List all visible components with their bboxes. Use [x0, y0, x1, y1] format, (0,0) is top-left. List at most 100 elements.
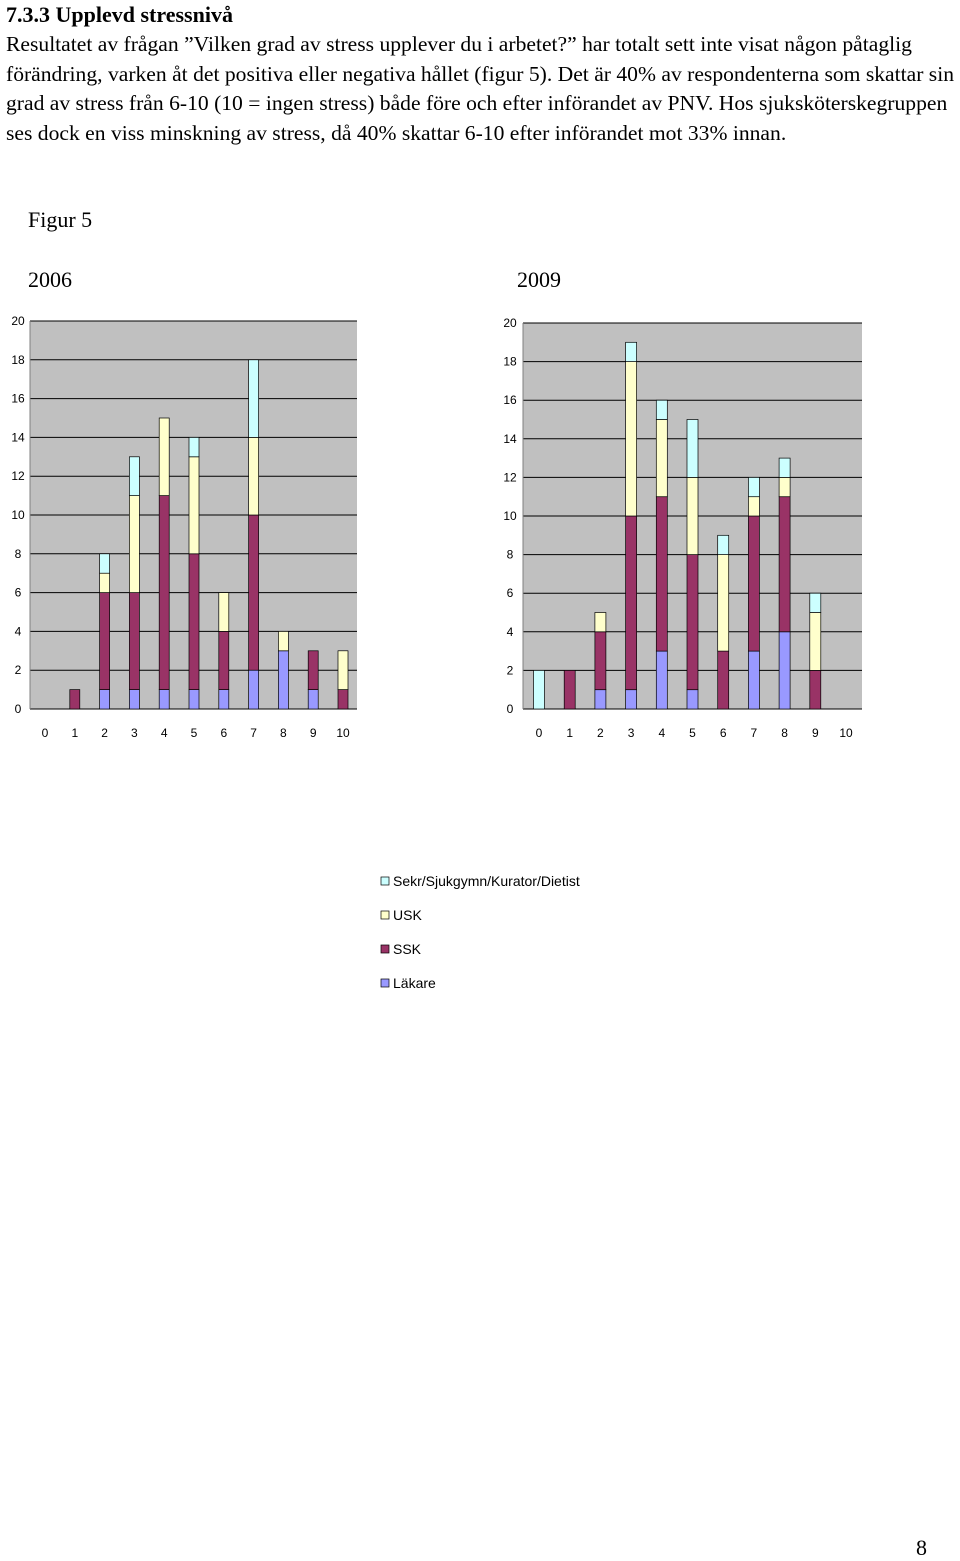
bar-segment	[158, 689, 170, 710]
y-tick-label-8: 8	[15, 547, 22, 561]
bar-segment	[809, 612, 822, 671]
y-tick-label-6: 6	[15, 586, 22, 600]
y-tick-label-14: 14	[11, 430, 25, 444]
bar-segment	[307, 689, 319, 710]
bar-segment	[69, 689, 81, 710]
bar-segment	[686, 419, 699, 478]
y-tick-label-0: 0	[507, 702, 514, 716]
x-tick-label-10: 10	[839, 726, 853, 740]
bar-segment	[188, 456, 200, 555]
x-tick-label-5: 5	[191, 726, 198, 740]
x-tick-label-7: 7	[250, 726, 257, 740]
bar-segment	[594, 689, 607, 710]
y-tick-label-4: 4	[15, 624, 22, 638]
bar-segment	[748, 515, 760, 652]
chart-title-2009: 2009	[517, 267, 561, 292]
bar-segment	[129, 592, 140, 690]
bar-segment	[686, 554, 699, 691]
bar-segment	[748, 477, 760, 498]
bar-segment	[717, 650, 730, 710]
y-tick-label-16: 16	[11, 392, 25, 406]
bar-segment	[337, 650, 349, 690]
bar-segment	[655, 496, 668, 652]
y-tick-label-16: 16	[503, 393, 517, 407]
x-tick-label-8: 8	[280, 726, 287, 740]
bar-segment	[717, 534, 730, 555]
bar-segment	[655, 650, 668, 710]
bar-segment	[99, 553, 110, 574]
chart-title-2006: 2006	[28, 267, 72, 292]
x-tick-label-0: 0	[42, 726, 49, 740]
x-tick-label-0: 0	[536, 726, 543, 740]
legend-label: USK	[393, 907, 422, 923]
bar-segment	[218, 631, 230, 690]
y-tick-label-10: 10	[11, 508, 25, 522]
bar-segment	[778, 477, 791, 498]
bar-segment	[337, 689, 349, 710]
bar-segment	[248, 437, 259, 516]
legend-swatch	[380, 944, 390, 954]
x-tick-label-10: 10	[336, 726, 350, 740]
x-tick-label-3: 3	[131, 726, 138, 740]
bar-segment	[158, 495, 170, 690]
x-tick-label-7: 7	[751, 726, 758, 740]
bar-segment	[686, 689, 699, 710]
bar-segment	[625, 515, 637, 691]
y-tick-label-18: 18	[11, 353, 25, 367]
bar-segment	[655, 419, 668, 498]
y-tick-label-14: 14	[503, 432, 517, 446]
bar-segment	[248, 359, 259, 438]
y-tick-label-20: 20	[503, 316, 517, 330]
bar-segment	[778, 457, 791, 478]
bar-segment	[748, 650, 760, 710]
bar-segment	[717, 554, 730, 652]
bar-segment	[188, 437, 200, 458]
bar-segment	[99, 572, 110, 593]
bar-segment	[625, 689, 637, 710]
y-tick-label-2: 2	[15, 663, 22, 677]
bar-segment	[533, 670, 545, 710]
legend-swatch	[380, 978, 390, 988]
x-tick-label-2: 2	[101, 726, 108, 740]
bar-segment	[158, 417, 170, 496]
bar-segment	[809, 592, 822, 613]
bar-segment	[778, 631, 791, 710]
y-tick-label-0: 0	[15, 702, 22, 716]
bar-segment	[778, 496, 791, 633]
x-tick-label-1: 1	[71, 726, 78, 740]
page-number: 8	[916, 1535, 927, 1560]
x-tick-label-1: 1	[566, 726, 573, 740]
legend-label: SSK	[393, 941, 422, 957]
bar-segment	[129, 689, 140, 710]
x-tick-label-6: 6	[720, 726, 727, 740]
x-tick-label-4: 4	[658, 726, 665, 740]
bar-segment	[188, 689, 200, 710]
y-tick-label-2: 2	[507, 663, 514, 677]
legend-label: Läkare	[393, 975, 436, 991]
x-tick-label-2: 2	[597, 726, 604, 740]
y-tick-label-12: 12	[503, 470, 517, 484]
bar-segment	[625, 361, 637, 517]
bar-segment	[809, 670, 822, 710]
y-tick-label-12: 12	[11, 469, 25, 483]
bar-segment	[248, 514, 259, 671]
x-tick-label-9: 9	[310, 726, 317, 740]
legend-swatch	[380, 876, 390, 886]
bar-segment	[686, 477, 699, 555]
x-tick-label-5: 5	[689, 726, 696, 740]
bar-segment	[655, 399, 668, 420]
bar-segment	[307, 650, 319, 690]
x-tick-label-4: 4	[161, 726, 168, 740]
bar-segment	[625, 341, 637, 362]
legend-label: Sekr/Sjukgymn/Kurator/Dietist	[393, 873, 580, 889]
y-tick-label-4: 4	[507, 625, 514, 639]
bar-segment	[563, 670, 576, 710]
bar-segment	[594, 612, 607, 633]
bar-segment	[99, 689, 110, 710]
bar-segment	[99, 592, 110, 690]
bar-segment	[594, 631, 607, 691]
x-tick-label-8: 8	[781, 726, 788, 740]
